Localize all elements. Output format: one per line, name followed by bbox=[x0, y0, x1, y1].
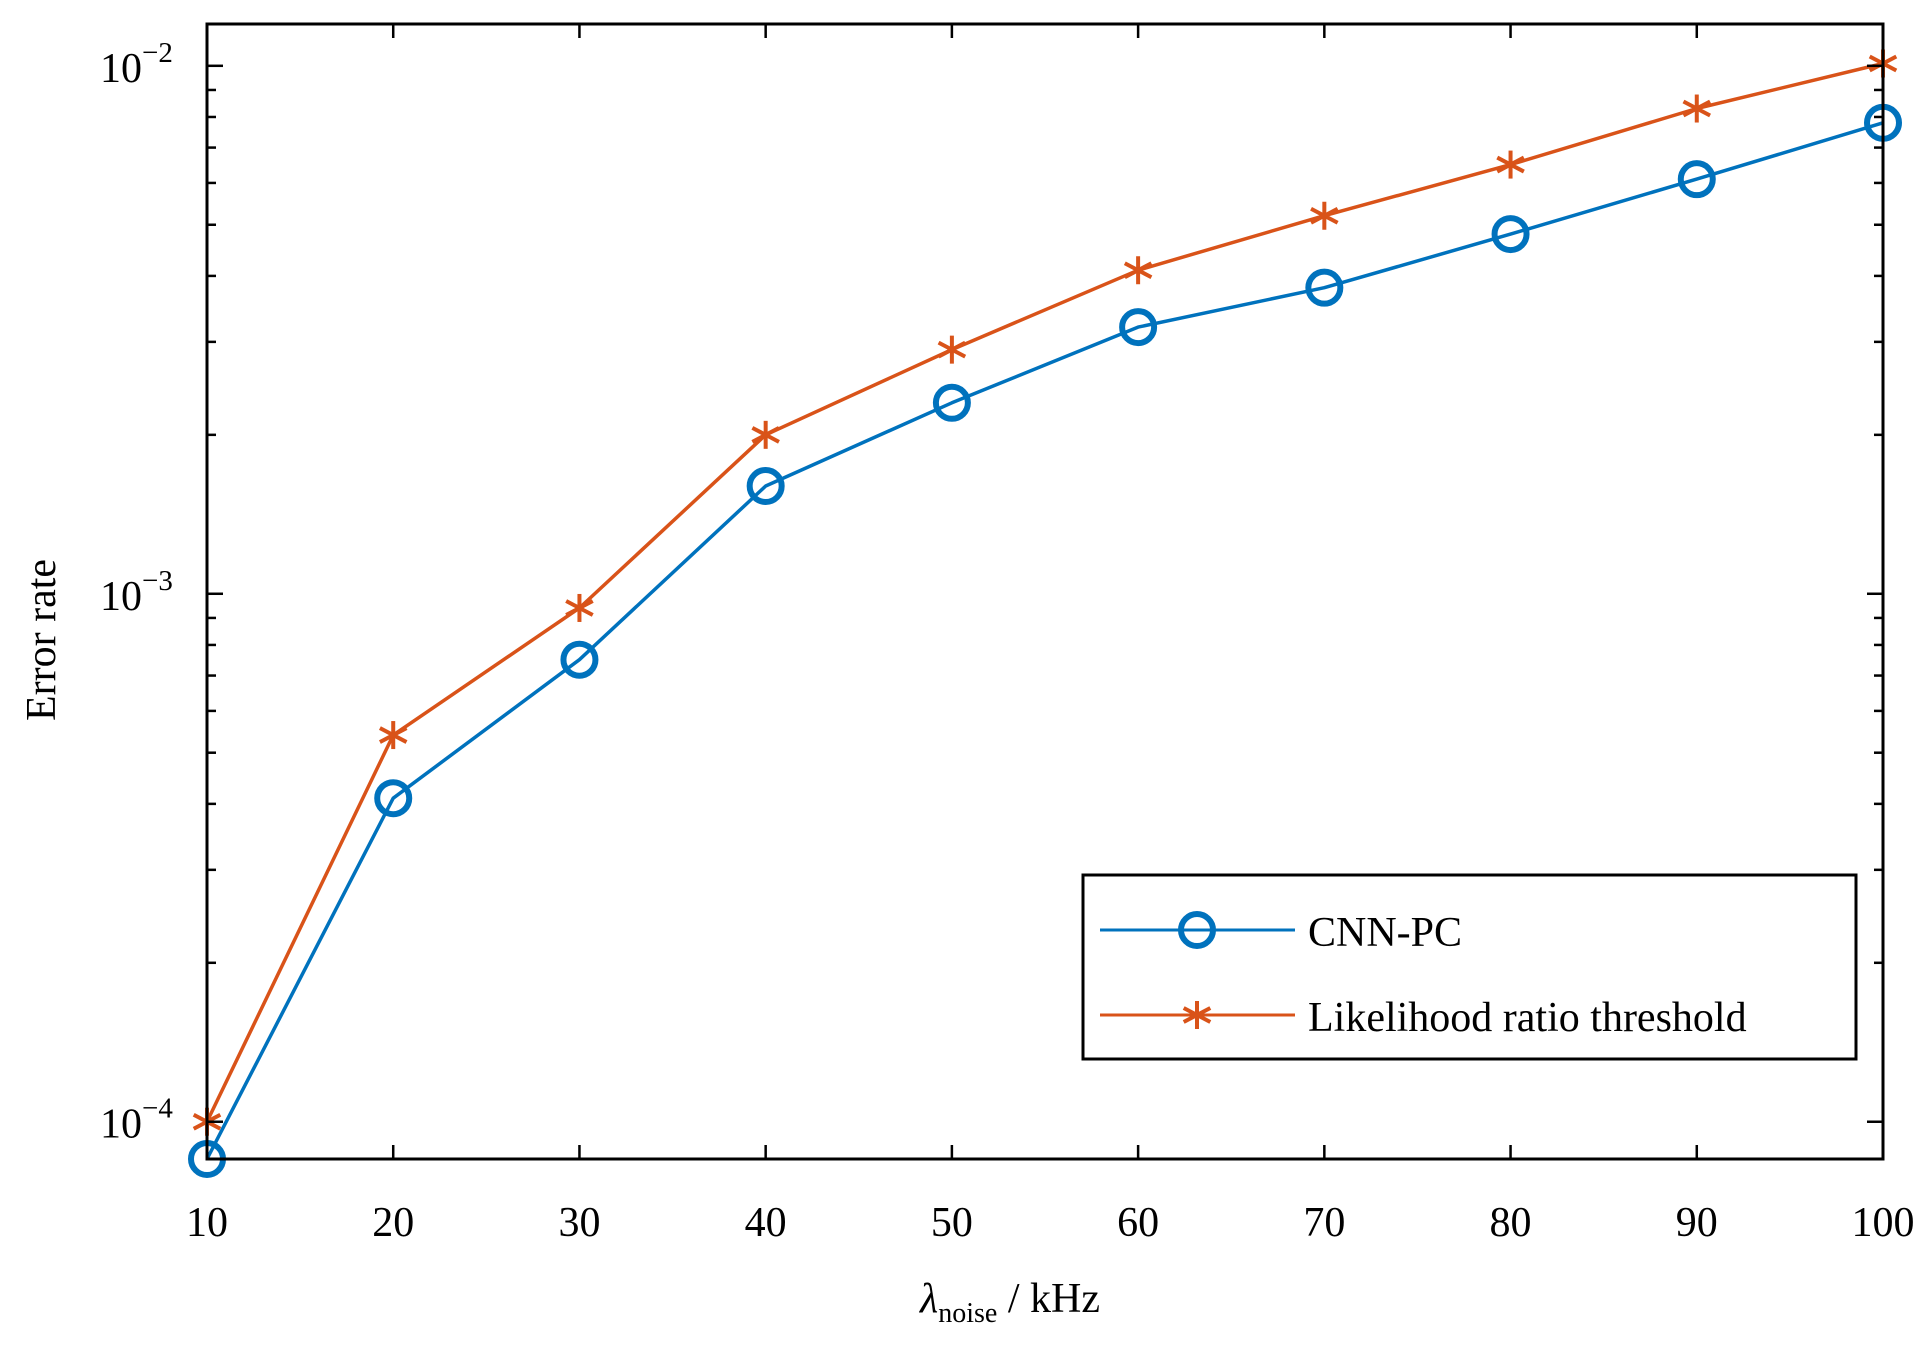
legend-box bbox=[1081, 873, 1858, 1061]
data-point-asterisk bbox=[1182, 1001, 1212, 1029]
x-tick-label: 70 bbox=[1303, 1200, 1345, 1246]
y-tick-exponent: −2 bbox=[142, 37, 173, 69]
legend-marker-likelihood bbox=[1182, 1001, 1212, 1029]
data-point-circle bbox=[1491, 215, 1530, 254]
data-point-circle bbox=[1677, 160, 1716, 199]
data-point-asterisk bbox=[1310, 201, 1339, 230]
asterisk-stroke bbox=[1496, 155, 1525, 174]
y-tick-label: 10−3 bbox=[100, 565, 173, 620]
data-point-asterisk bbox=[751, 420, 780, 449]
x-axis-title: λnoise / kHz bbox=[918, 1276, 1100, 1329]
legend-label-likelihood: Likelihood ratio threshold bbox=[1308, 995, 1747, 1041]
data-point-asterisk bbox=[565, 593, 594, 622]
x-tick-label: 30 bbox=[558, 1200, 600, 1246]
asterisk-stroke bbox=[937, 340, 967, 359]
series-line-cnn-pc bbox=[205, 121, 1884, 1160]
data-point-circle bbox=[1178, 911, 1216, 949]
data-point-circle bbox=[1305, 268, 1344, 307]
x-tick-label: 100 bbox=[1852, 1200, 1915, 1246]
data-point-circle bbox=[746, 467, 785, 506]
data-point-asterisk bbox=[1123, 256, 1153, 285]
y-tick-base: 10 bbox=[100, 1102, 142, 1148]
x-tick-label: 40 bbox=[745, 1200, 787, 1246]
x-tick-label: 10 bbox=[186, 1200, 228, 1246]
y-tick-label: 10−4 bbox=[100, 1093, 173, 1148]
series-line-likelihood bbox=[205, 61, 1884, 1123]
x-tick-label: 90 bbox=[1676, 1200, 1718, 1246]
x-tick-label: 50 bbox=[931, 1200, 973, 1246]
x-axis-subscript: noise bbox=[938, 1298, 997, 1329]
asterisk-stroke bbox=[751, 426, 780, 444]
axes-box bbox=[205, 22, 1885, 1161]
y-tick-exponent: −3 bbox=[142, 565, 173, 597]
asterisk-stroke bbox=[1182, 1006, 1212, 1024]
legend: CNN-PC Likelihood ratio threshold bbox=[1081, 873, 1858, 1061]
data-point-circle bbox=[932, 383, 971, 422]
asterisk-stroke bbox=[1682, 99, 1712, 118]
y-tick-label: 10−2 bbox=[100, 37, 173, 92]
data-point-asterisk bbox=[937, 335, 967, 364]
asterisk-stroke bbox=[565, 599, 594, 617]
axis-ticks bbox=[205, 24, 1885, 1159]
legend-marker-cnn-pc bbox=[1178, 911, 1216, 949]
data-point-circle bbox=[1119, 308, 1158, 347]
data-point-circle bbox=[374, 779, 413, 818]
x-tick-label: 20 bbox=[372, 1200, 414, 1246]
y-tick-exponent: −4 bbox=[142, 1093, 173, 1125]
asterisk-stroke bbox=[1310, 206, 1339, 225]
data-point-asterisk bbox=[1496, 150, 1525, 179]
asterisk-stroke bbox=[1123, 261, 1153, 280]
x-axis-symbol: λ bbox=[918, 1276, 938, 1322]
plot-marks bbox=[188, 49, 1902, 1178]
y-axis-title: Error rate bbox=[19, 559, 65, 721]
y-tick-base: 10 bbox=[100, 574, 142, 620]
x-axis-unit: / kHz bbox=[997, 1276, 1100, 1322]
legend-label-cnn-pc: CNN-PC bbox=[1308, 910, 1462, 956]
x-tick-label: 80 bbox=[1490, 1200, 1532, 1246]
asterisk-stroke bbox=[378, 726, 408, 744]
y-tick-base: 10 bbox=[100, 46, 142, 92]
data-point-asterisk bbox=[1682, 94, 1712, 123]
data-point-asterisk bbox=[378, 721, 408, 750]
data-point-circle bbox=[560, 640, 599, 679]
x-tick-label: 60 bbox=[1117, 1200, 1159, 1246]
